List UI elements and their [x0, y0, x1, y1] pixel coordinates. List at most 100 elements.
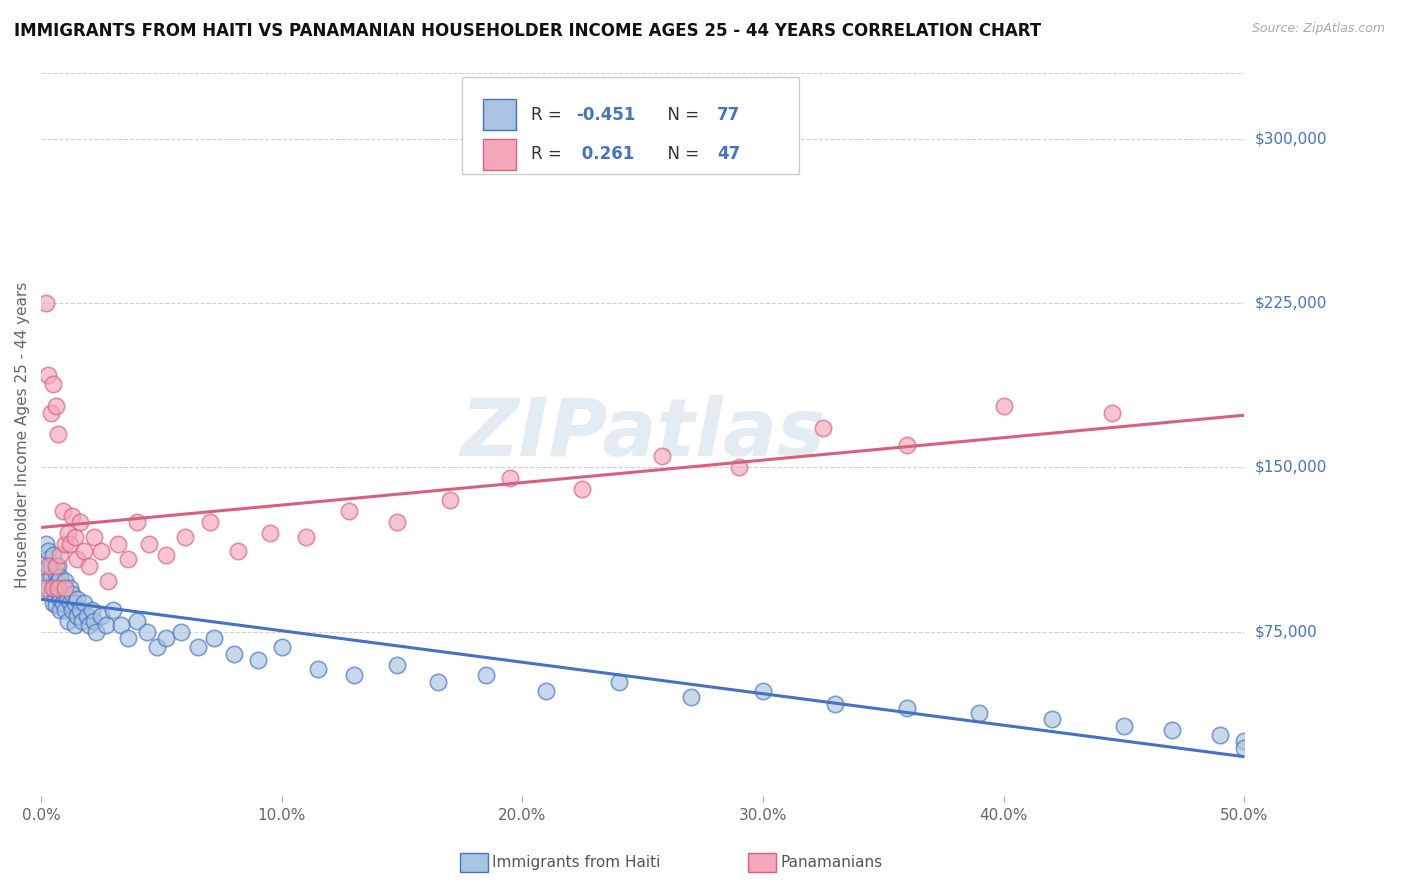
Point: [35, 537, 58, 551]
Point: [1040, 712, 1063, 726]
Point: [1233, 734, 1256, 748]
Point: [49, 603, 72, 617]
Point: [127, 515, 149, 529]
Point: [679, 690, 702, 705]
Point: [46, 581, 69, 595]
Point: [45, 599, 67, 613]
Point: [117, 632, 139, 646]
Point: [69, 603, 91, 617]
Point: [46, 427, 69, 442]
Y-axis label: Householder Income Ages 25 - 44 years: Householder Income Ages 25 - 44 years: [15, 281, 30, 588]
Point: [107, 537, 129, 551]
Text: -0.451: -0.451: [576, 105, 636, 124]
Point: [56, 591, 79, 606]
Point: [37, 368, 59, 383]
Text: 77: 77: [717, 105, 741, 124]
Point: [59, 581, 82, 595]
Point: [969, 706, 991, 720]
Point: [387, 515, 409, 529]
Point: [46, 574, 69, 589]
Point: [59, 596, 82, 610]
Point: [70, 614, 93, 628]
Point: [52, 596, 75, 610]
Point: [53, 581, 76, 595]
Point: [651, 450, 673, 464]
Point: [60, 603, 83, 617]
Text: Immigrants from Haiti: Immigrants from Haiti: [492, 855, 661, 870]
Point: [127, 614, 149, 628]
Point: [439, 493, 461, 508]
Point: [169, 624, 191, 639]
Point: [49, 570, 72, 584]
Point: [270, 640, 292, 654]
Point: [60, 587, 83, 601]
Point: [80, 603, 103, 617]
Point: [45, 399, 67, 413]
Text: R =: R =: [530, 145, 567, 163]
Point: [35, 296, 58, 310]
FancyBboxPatch shape: [463, 77, 799, 174]
Point: [45, 566, 67, 580]
Point: [90, 609, 112, 624]
Point: [728, 460, 751, 475]
Point: [83, 531, 105, 545]
Point: [896, 438, 918, 452]
Point: [136, 624, 159, 639]
Point: [824, 697, 846, 711]
Point: [42, 548, 65, 562]
Point: [42, 596, 65, 610]
Point: [307, 662, 329, 676]
Point: [37, 543, 59, 558]
Text: N =: N =: [657, 105, 704, 124]
Point: [42, 377, 65, 392]
Point: [499, 471, 522, 485]
Point: [536, 683, 558, 698]
Point: [60, 508, 83, 523]
Point: [63, 618, 86, 632]
Point: [73, 596, 96, 610]
Text: Source: ZipAtlas.com: Source: ZipAtlas.com: [1251, 22, 1385, 36]
Point: [39, 406, 62, 420]
Point: [76, 609, 98, 624]
Point: [42, 581, 65, 595]
Point: [1101, 406, 1123, 420]
Point: [571, 482, 593, 496]
Point: [53, 537, 76, 551]
Point: [1233, 740, 1256, 755]
Point: [37, 581, 59, 595]
Point: [228, 543, 250, 558]
Point: [83, 614, 105, 628]
Point: [45, 581, 67, 595]
Text: IMMIGRANTS FROM HAITI VS PANAMANIAN HOUSEHOLDER INCOME AGES 25 - 44 YEARS CORREL: IMMIGRANTS FROM HAITI VS PANAMANIAN HOUS…: [14, 22, 1042, 40]
Point: [1209, 728, 1232, 742]
Point: [77, 558, 100, 573]
Point: [186, 640, 208, 654]
Point: [66, 552, 89, 566]
Point: [69, 515, 91, 529]
Point: [53, 603, 76, 617]
Point: [59, 537, 82, 551]
Point: [110, 618, 132, 632]
Point: [337, 504, 360, 518]
Point: [35, 574, 58, 589]
Point: [52, 581, 75, 595]
Point: [155, 548, 177, 562]
Point: [94, 618, 117, 632]
Point: [66, 609, 89, 624]
Text: 0.261: 0.261: [576, 145, 634, 163]
Point: [475, 668, 498, 682]
Text: $225,000: $225,000: [1256, 295, 1327, 310]
Point: [53, 574, 76, 589]
Point: [86, 624, 108, 639]
Point: [259, 526, 281, 541]
Point: [202, 632, 225, 646]
Point: [387, 657, 409, 672]
Point: [607, 675, 630, 690]
Point: [138, 537, 160, 551]
Point: [63, 531, 86, 545]
Point: [39, 558, 62, 573]
Point: [97, 574, 120, 589]
Point: [222, 647, 245, 661]
Point: [198, 515, 221, 529]
Point: [39, 587, 62, 601]
